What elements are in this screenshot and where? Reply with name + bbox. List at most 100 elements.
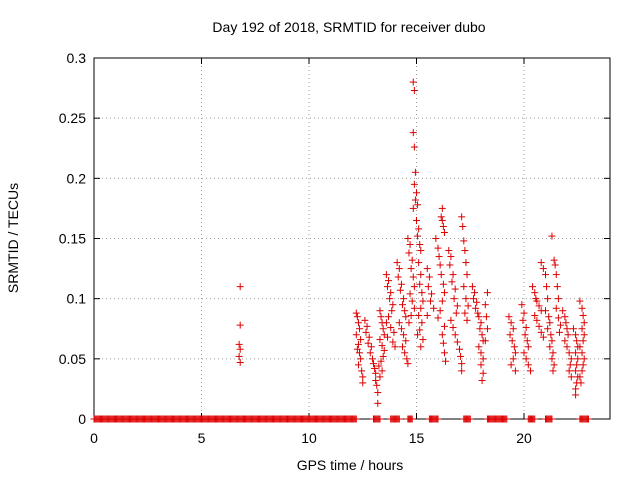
data-point [367, 343, 375, 351]
data-point [430, 304, 438, 312]
data-point [533, 297, 541, 305]
data-point [457, 352, 465, 360]
data-point [386, 295, 394, 303]
data-point [567, 373, 575, 381]
data-point [377, 357, 385, 365]
y-tick-labels: 0 0.05 0.1 0.15 0.2 0.25 0.3 [59, 50, 86, 427]
data-point [413, 189, 420, 197]
data-point [449, 324, 457, 332]
data-point [437, 213, 445, 221]
data-point [548, 355, 556, 363]
data-point [545, 313, 553, 321]
x-tick-label: 0 [90, 430, 98, 446]
data-point [446, 261, 454, 269]
data-point [576, 343, 584, 351]
data-point [466, 415, 474, 423]
data-point [417, 247, 425, 255]
data-point [385, 277, 393, 285]
data-point [404, 235, 412, 242]
data-point [409, 273, 417, 281]
data-point [531, 312, 539, 320]
data-point [580, 331, 588, 339]
data-point [573, 337, 581, 345]
plot-area-frame [93, 57, 611, 420]
data-point [520, 309, 528, 317]
data-point [415, 312, 423, 320]
data-point [445, 247, 453, 255]
data-point [453, 338, 461, 346]
data-point [415, 225, 423, 233]
data-point [469, 295, 477, 303]
data-point [459, 222, 467, 230]
data-point [391, 343, 399, 351]
data-point [456, 345, 463, 353]
data-point [550, 361, 558, 369]
data-point [362, 328, 370, 336]
data-point [372, 376, 380, 384]
data-point [471, 289, 479, 297]
data-point [548, 337, 556, 345]
data-point [559, 307, 567, 315]
data-point [409, 204, 417, 212]
data-point [438, 331, 446, 339]
data-point [394, 273, 402, 281]
data-point [380, 346, 388, 354]
data-point [561, 313, 569, 321]
data-point [475, 313, 483, 321]
data-point [537, 328, 545, 336]
data-point [483, 325, 491, 333]
data-point [379, 352, 387, 360]
x-tick-label: 5 [198, 430, 206, 446]
data-point [579, 337, 587, 345]
data-point [236, 283, 244, 291]
data-point [389, 301, 397, 309]
data-point [401, 349, 409, 357]
data-point [399, 343, 407, 351]
data-point [376, 373, 384, 381]
data-point [437, 271, 445, 279]
data-point [438, 204, 446, 212]
data-point [365, 333, 373, 341]
data-point [539, 333, 547, 341]
data-point [383, 283, 391, 291]
data-point [566, 361, 574, 369]
data-point [507, 361, 515, 369]
data-point [417, 304, 425, 312]
data-point [377, 313, 385, 321]
data-point [531, 289, 539, 297]
x-tick-label: 15 [409, 430, 425, 446]
data-point [406, 241, 414, 249]
data-point [408, 297, 416, 305]
data-point [426, 297, 434, 305]
data-point [399, 301, 407, 309]
data-point [404, 360, 412, 368]
data-point [359, 379, 367, 387]
data-point [562, 319, 570, 327]
data-point [447, 253, 455, 261]
data-point [553, 283, 561, 291]
data-point [463, 316, 471, 324]
data-point [472, 304, 480, 312]
data-point [563, 325, 571, 333]
data-points [90, 78, 592, 423]
data-point [411, 168, 419, 176]
data-point [550, 256, 558, 264]
data-point [474, 309, 482, 317]
data-point [479, 355, 487, 363]
data-point [508, 337, 516, 345]
data-point [397, 280, 405, 288]
data-point [458, 360, 466, 368]
data-point [383, 333, 391, 341]
data-point [440, 228, 448, 236]
data-point [578, 349, 586, 357]
data-point [552, 271, 560, 279]
data-point [548, 232, 556, 240]
data-point [572, 331, 580, 339]
data-point [580, 355, 588, 363]
y-tick-label: 0.25 [59, 110, 86, 126]
data-point [410, 304, 418, 312]
data-point [462, 259, 470, 267]
x-tick-labels: 0 5 10 15 20 [90, 430, 532, 446]
data-point [439, 280, 447, 288]
